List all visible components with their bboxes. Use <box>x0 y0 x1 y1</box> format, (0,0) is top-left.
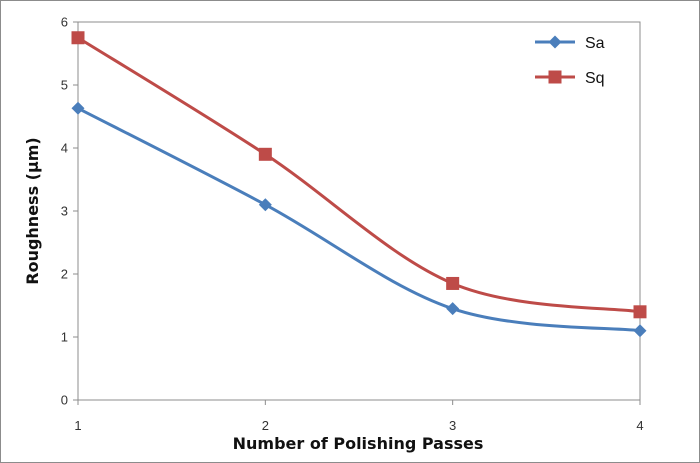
series-sa <box>71 101 647 338</box>
data-point-sq <box>633 305 647 319</box>
legend-marker <box>548 70 562 84</box>
legend: Sa Sq <box>535 35 605 87</box>
x-tick-label: 3 <box>449 418 456 433</box>
y-tick-label: 3 <box>61 204 68 219</box>
y-axis-title: Roughness (µm) <box>23 137 42 284</box>
x-tick-label: 2 <box>262 418 269 433</box>
series-line-sa <box>76 106 642 333</box>
y-tick-label: 0 <box>61 393 68 408</box>
legend-item-sq: Sq <box>535 70 605 87</box>
legend-item-sa: Sa <box>535 35 605 52</box>
series-line-sq <box>76 36 642 314</box>
data-point-sa <box>71 101 85 115</box>
series-sq <box>71 31 647 319</box>
y-tick-label: 2 <box>61 267 68 282</box>
y-tick-label: 1 <box>61 330 68 345</box>
data-point-sa <box>258 198 272 212</box>
y-tick-label: 6 <box>61 15 68 30</box>
x-tick-label: 1 <box>74 418 81 433</box>
data-point-sa <box>633 324 647 338</box>
legend-label: Sq <box>585 70 605 87</box>
data-point-sq <box>258 147 272 161</box>
x-tick-label: 4 <box>636 418 643 433</box>
y-tick-label: 4 <box>61 141 68 156</box>
x-axis: 1 2 3 4 <box>74 400 644 433</box>
data-point-sq <box>71 31 85 45</box>
x-axis-title: Number of Polishing Passes <box>233 434 484 453</box>
y-axis: 0 1 2 3 4 5 6 <box>61 15 78 408</box>
legend-marker <box>548 35 562 49</box>
series-layer <box>71 31 647 338</box>
data-point-sa <box>446 302 460 316</box>
data-point-sq <box>446 276 460 290</box>
legend-label: Sa <box>585 35 605 52</box>
plot-border <box>77 21 641 401</box>
plot-area <box>77 21 641 401</box>
y-tick-label: 5 <box>61 78 68 93</box>
